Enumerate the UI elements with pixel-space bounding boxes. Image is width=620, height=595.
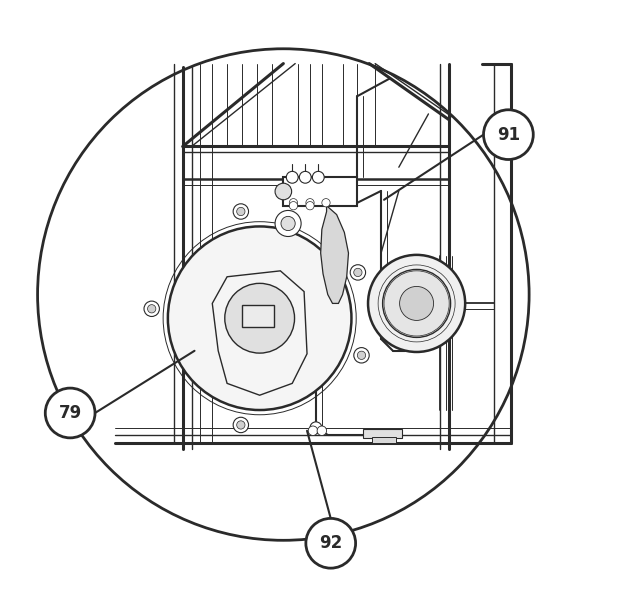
Circle shape (306, 202, 314, 210)
Text: 91: 91 (497, 126, 520, 143)
Circle shape (233, 417, 249, 433)
Circle shape (281, 217, 295, 231)
Bar (242, 305, 275, 327)
Circle shape (290, 199, 298, 207)
Circle shape (233, 204, 249, 219)
Circle shape (368, 255, 465, 352)
Circle shape (299, 171, 311, 183)
Circle shape (383, 270, 451, 337)
Circle shape (354, 347, 369, 363)
Circle shape (144, 301, 159, 317)
Circle shape (310, 422, 322, 434)
Circle shape (308, 426, 317, 436)
Circle shape (312, 171, 324, 183)
Circle shape (45, 388, 95, 438)
Circle shape (286, 171, 298, 183)
Circle shape (237, 421, 245, 429)
Circle shape (354, 268, 362, 277)
Circle shape (275, 211, 301, 236)
Circle shape (317, 426, 327, 436)
Text: eReplacementParts.com: eReplacementParts.com (187, 291, 339, 304)
Circle shape (400, 286, 433, 321)
Circle shape (148, 305, 156, 313)
Bar (372, 437, 396, 443)
Circle shape (306, 199, 314, 207)
Circle shape (225, 283, 294, 353)
Circle shape (350, 265, 366, 280)
Circle shape (484, 109, 533, 159)
Circle shape (290, 202, 298, 210)
Circle shape (306, 518, 356, 568)
Bar (363, 429, 402, 439)
Text: 79: 79 (58, 404, 82, 422)
Circle shape (237, 207, 245, 215)
Circle shape (322, 199, 330, 207)
Circle shape (275, 183, 291, 200)
Circle shape (357, 351, 366, 359)
Bar (283, 177, 357, 206)
Text: 92: 92 (319, 534, 342, 552)
Circle shape (168, 227, 352, 410)
Polygon shape (321, 206, 348, 303)
